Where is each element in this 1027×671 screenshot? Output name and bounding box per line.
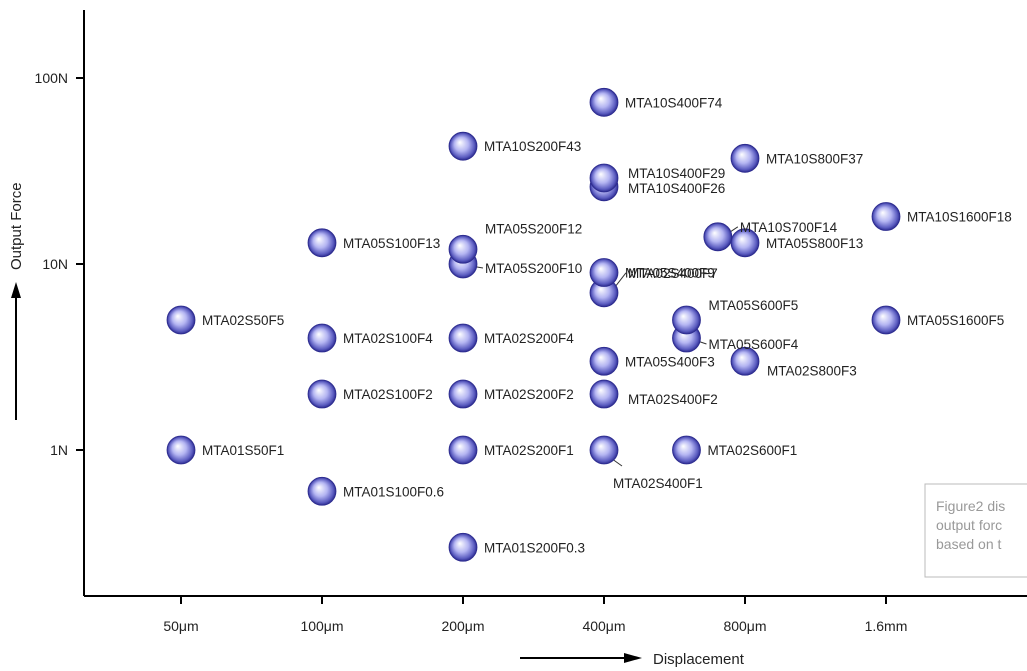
data-point (448, 532, 478, 562)
y-axis-arrow-head (11, 282, 21, 298)
point-label: MTA02S100F2 (343, 387, 433, 402)
point-label: MTA05S100F13 (343, 236, 440, 251)
point-label: MTA05S400F3 (625, 354, 715, 369)
point-label: MTA02S400F2 (628, 392, 718, 407)
data-point (703, 222, 733, 252)
data-point (871, 202, 901, 231)
point-label: MTA05S200F12 (485, 221, 582, 236)
data-point (589, 346, 619, 376)
data-point (589, 258, 619, 287)
data-point (730, 143, 760, 173)
y-axis-ticks: 1N 10N 100N (35, 70, 84, 458)
point-label: MTA02S600F1 (707, 443, 797, 458)
data-point (672, 435, 701, 465)
point-label: MTA01S200F0.3 (484, 540, 585, 555)
data-point (730, 346, 760, 376)
data-point (448, 323, 478, 353)
y-tick-label: 1N (50, 442, 68, 458)
point-label: MTA02S400F1 (613, 476, 703, 491)
data-point (448, 234, 478, 264)
x-tick-label: 400μm (582, 618, 625, 634)
point-label: MTA02S50F5 (202, 313, 284, 328)
x-axis-arrow-head (624, 653, 642, 663)
point-label: MTA10S1600F18 (907, 210, 1012, 225)
point-label: MTA05S600F4 (708, 337, 798, 352)
point-label: MTA01S100F0.6 (343, 484, 444, 499)
note-line-2: output forc (936, 517, 1002, 533)
data-point (448, 131, 478, 161)
point-labels: MTA01S50F1 MTA02S50F5 MTA01S100F0.6 MTA02S1… (202, 95, 1012, 555)
data-point (730, 228, 760, 258)
x-tick-label: 100μm (300, 618, 343, 634)
x-tick-label: 1.6mm (865, 618, 908, 634)
data-point (448, 379, 478, 409)
data-point (166, 305, 196, 335)
point-label: MTA02S200F1 (484, 443, 574, 458)
note-line-1: Figure2 dis (936, 498, 1005, 514)
data-points (166, 87, 901, 562)
data-point (166, 435, 196, 465)
point-label: MTA02S400F7 (628, 266, 718, 281)
x-tick-label: 200μm (441, 618, 484, 634)
x-axis-ticks: 50μm 100μm 200μm 400μm 800μm 1.6mm (163, 596, 907, 634)
point-label: MTA10S200F43 (484, 139, 581, 154)
point-label: MTA02S200F2 (484, 387, 574, 402)
data-point (589, 163, 619, 193)
data-point (307, 476, 337, 506)
y-tick-label: 10N (42, 256, 68, 272)
point-label: MTA05S800F13 (766, 236, 863, 251)
data-point (871, 305, 901, 335)
data-point (307, 379, 337, 409)
data-point (307, 228, 337, 258)
point-label: MTA10S400F74 (625, 95, 723, 110)
data-point (589, 435, 619, 465)
point-label: MTA10S800F37 (766, 151, 863, 166)
point-label: MTA01S50F1 (202, 443, 284, 458)
point-label: MTA02S800F3 (767, 363, 857, 378)
point-label: MTA02S100F4 (343, 331, 433, 346)
note-line-3: based on t (936, 536, 1001, 552)
data-point (307, 323, 337, 353)
point-label: MTA05S200F10 (485, 261, 582, 276)
point-label: MTA05S600F5 (708, 298, 798, 313)
point-label: MTA02S200F4 (484, 331, 574, 346)
x-tick-label: 800μm (723, 618, 766, 634)
point-label: MTA05S1600F5 (907, 313, 1004, 328)
y-axis-title: Output Force (8, 182, 25, 270)
point-label: MTA10S400F26 (628, 181, 725, 196)
point-label: MTA10S400F29 (628, 166, 725, 181)
x-tick-label: 50μm (163, 618, 198, 634)
data-point (589, 87, 619, 117)
point-label: MTA10S700F14 (740, 220, 838, 235)
x-axis-title: Displacement (653, 651, 745, 668)
point-label: MTA05S400F9 (625, 266, 715, 281)
note-box (924, 483, 1027, 578)
data-point (448, 435, 478, 465)
y-tick-label: 100N (35, 70, 68, 86)
data-point (589, 379, 619, 409)
data-point (672, 305, 701, 335)
